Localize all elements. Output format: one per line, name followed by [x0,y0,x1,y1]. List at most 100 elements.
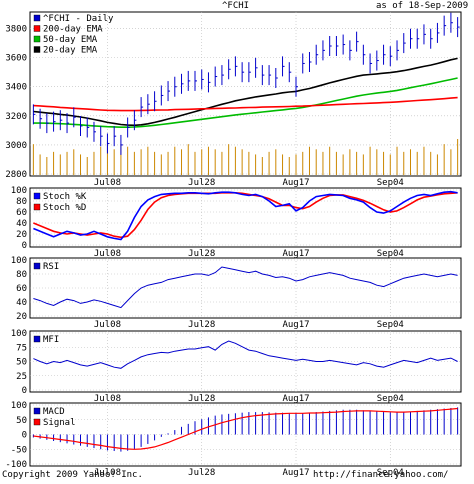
x-tick-label: Sep04 [377,249,404,259]
volume-bar [106,141,108,175]
volume-bar [322,151,324,175]
legend-label: 20-day EMA [43,46,98,56]
legend-label: Signal [43,418,76,428]
y-tick-label: 100 [11,186,27,196]
volume-bar [295,154,297,175]
volume-bar [308,146,310,175]
x-tick-label: Jul28 [188,468,215,478]
volume-bar [302,151,304,175]
panel-macd [29,402,462,467]
x-tick-label: Sep04 [377,468,404,478]
y-tick-label: 80 [16,270,27,280]
volume-bar [187,144,189,175]
y-tick-label: 50 [16,358,27,368]
volume-bar [255,154,257,175]
volume-bar [362,154,364,175]
stochastic-line-0 [33,190,458,241]
y-tick-label: 3200 [5,112,27,122]
stochastic-line-1 [33,192,458,239]
legend-swatch [33,192,41,200]
legend-swatch [33,25,41,32]
legend-label: 200-day EMA [43,25,103,35]
volume-bar [430,151,432,175]
volume-bar [396,146,398,175]
x-tick-label: Aug17 [282,468,309,478]
y-tick-label: 100 [11,329,27,339]
volume-bar [154,151,156,175]
volume-bar [248,151,250,175]
volume-bar [140,149,142,175]
x-tick-label: Aug17 [282,394,309,404]
volume-bar [436,154,438,175]
x-tick-label: Sep04 [377,320,404,330]
volume-bar [160,154,162,175]
legend-swatch [33,418,41,426]
volume-bar [120,144,122,175]
volume-bar [181,149,183,175]
legend-swatch [33,335,41,343]
volume-bar [335,151,337,175]
volume-bar [356,151,358,175]
volume-bar [450,149,452,175]
x-tick-label: Aug17 [282,249,309,259]
volume-bar [416,151,418,175]
panel-stochastic [29,187,462,248]
volume-bar [93,151,95,175]
volume-bar [443,144,445,175]
volume-bar [349,149,351,175]
y-tick-label: 3000 [5,141,27,151]
y-tick-label: 20 [16,312,27,322]
y-tick-label: 20 [16,230,27,240]
x-tick-label: Sep04 [377,178,404,188]
volume-bar [369,146,371,175]
x-tick-label: Jul28 [188,178,215,188]
volume-bar [214,149,216,175]
volume-bar [174,146,176,175]
y-tick-label: 40 [16,298,27,308]
y-tick-label: 0 [22,241,27,251]
y-tick-label: 0 [22,386,27,396]
volume-bar [133,151,135,175]
legend-label: 50-day EMA [43,35,98,45]
panel-mfi [29,330,462,393]
ema-line-200 [33,96,458,112]
volume-bar [201,149,203,175]
volume-bar [167,151,169,175]
volume-bar [282,154,284,175]
y-tick-label: 50 [16,416,27,426]
x-tick-label: Aug17 [282,178,309,188]
copyright-text: Copyright 2009 Yahoo! Inc. [2,470,143,480]
x-tick-label: Jul28 [188,249,215,259]
volume-bar [389,154,391,175]
y-tick-label: 80 [16,197,27,207]
source-url: http://finance.yahoo.com/ [313,470,449,480]
volume-bar [228,144,230,175]
legend-label: Stoch %D [43,203,86,213]
y-tick-label: -50 [11,445,27,455]
volume-bar [53,151,55,175]
volume-bar [457,139,459,175]
y-tick-label: 40 [16,219,27,229]
legend-swatch [33,203,41,211]
mfi-line-0 [33,340,458,369]
x-tick-label: Jul08 [94,468,121,478]
legend-label: Stoch %K [43,192,87,202]
y-tick-label: -100 [5,460,27,470]
rsi-line-0 [33,266,458,309]
ema-line-20 [33,57,458,127]
volume-bar [59,154,61,175]
volume-bar [409,149,411,175]
legend-swatch [33,407,41,415]
volume-bar [383,151,385,175]
legend-label: MFI [43,335,59,345]
volume-bar [423,146,425,175]
y-tick-label: 25 [16,372,27,382]
y-tick-label: 3800 [5,25,27,35]
volume-bar [86,157,88,175]
panel-rsi [29,257,462,319]
volume-bar [80,154,82,175]
y-tick-label: 0 [22,431,27,441]
volume-bar [194,151,196,175]
x-tick-label: Jul28 [188,394,215,404]
volume-bar [32,144,34,175]
